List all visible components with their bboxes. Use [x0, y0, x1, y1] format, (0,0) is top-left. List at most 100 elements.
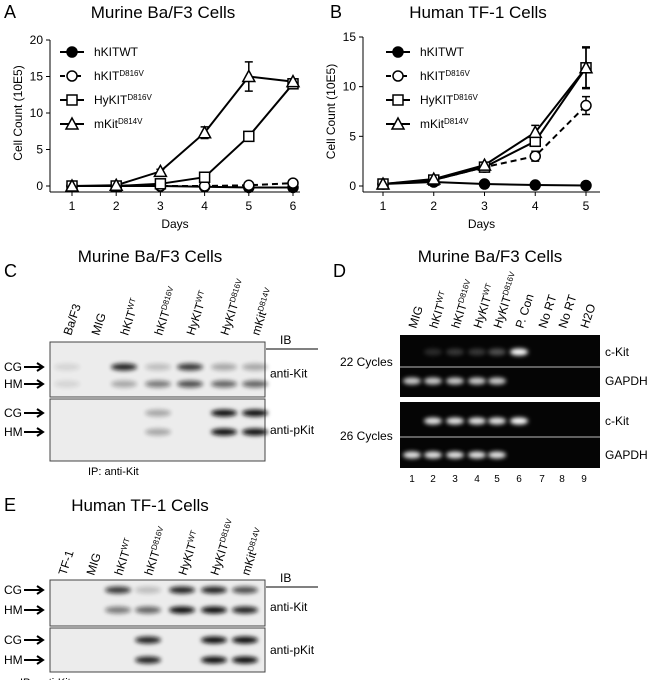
x-tick-label: 5: [583, 199, 590, 213]
marker: [426, 171, 442, 185]
y-axis-label: Cell Count (10E5): [324, 64, 338, 159]
lane-number: 1: [409, 474, 415, 485]
row-label: c-Kit: [605, 345, 630, 359]
legend-label: hKITD816V: [94, 69, 144, 84]
marker: [108, 177, 124, 192]
lane-number: 9: [581, 474, 587, 485]
blot-label: anti-Kit: [270, 367, 308, 381]
band: [177, 363, 203, 371]
y-axis-label: Cell Count (10E5): [11, 65, 25, 160]
marker: [285, 74, 301, 88]
band: [111, 380, 137, 388]
band: [468, 417, 486, 425]
marker: [578, 60, 594, 74]
band: [169, 606, 195, 614]
marker: [529, 179, 541, 191]
band: [446, 377, 464, 385]
x-tick-label: 5: [245, 199, 252, 213]
band: [232, 656, 258, 664]
legend-label: hKITD816V: [420, 69, 470, 84]
lane-number: 8: [559, 474, 565, 485]
y-tick-label: 15: [343, 30, 357, 44]
legend-marker: [64, 116, 80, 130]
arrow: [24, 655, 45, 665]
blot-label: anti-pKit: [270, 643, 315, 657]
band: [232, 636, 258, 644]
lane-number: 7: [539, 474, 545, 485]
band: [201, 656, 227, 664]
band: [177, 380, 203, 388]
lane-number: 3: [452, 474, 458, 485]
lane-label-base: MIG: [406, 304, 426, 330]
legend-marker: [392, 46, 404, 58]
row-label: GAPDH: [605, 374, 648, 388]
lane-label: MIG: [406, 304, 426, 330]
arrow: [24, 635, 45, 645]
band: [446, 451, 464, 459]
legend-label-base: hKITWT: [94, 45, 139, 59]
x-tick-label: 3: [481, 199, 488, 213]
x-tick-label: 1: [69, 199, 76, 213]
marker: [287, 177, 299, 189]
legend-label: mKitD814V: [420, 117, 469, 132]
lane-number: 4: [474, 474, 480, 485]
band-label: CG: [4, 360, 22, 374]
band: [510, 348, 528, 356]
band: [145, 428, 171, 436]
ib-label: IB: [280, 333, 291, 347]
legend-label-base: hKITWT: [420, 45, 465, 59]
band: [468, 348, 486, 356]
ib-label: IB: [280, 571, 291, 585]
band: [54, 363, 80, 371]
cycles-label: 26 Cycles: [340, 429, 393, 443]
band: [468, 377, 486, 385]
marker: [241, 68, 257, 83]
panel-letter: D: [333, 261, 346, 281]
band: [424, 417, 442, 425]
legend-label-sup: D816V: [445, 69, 470, 78]
band: [488, 377, 506, 385]
x-tick-label: 1: [380, 199, 387, 213]
band: [111, 363, 137, 371]
y-tick-label: 5: [349, 129, 356, 143]
lane-label-base: MIG: [84, 551, 104, 577]
lane-number: 2: [430, 474, 436, 485]
marker: [478, 178, 491, 190]
y-tick-label: 15: [30, 70, 44, 84]
band: [201, 586, 227, 594]
legend-label: hKITWT: [420, 45, 465, 59]
band: [211, 428, 237, 436]
blot-frame: [49, 627, 266, 673]
x-tick-label: 4: [532, 199, 539, 213]
band: [488, 348, 506, 356]
band: [145, 380, 171, 388]
cycles-label: 22 Cycles: [340, 355, 393, 369]
band: [446, 348, 464, 356]
band-label: HM: [4, 377, 23, 391]
gel: [400, 335, 600, 397]
band: [201, 636, 227, 644]
band: [232, 586, 258, 594]
y-tick-label: 0: [349, 179, 356, 193]
lane-number: 5: [494, 474, 500, 485]
band: [424, 451, 442, 459]
legend-label-base: HyKIT: [94, 93, 128, 107]
band-label: CG: [4, 633, 22, 647]
band: [242, 409, 268, 417]
legend-label: HyKITD816V: [94, 93, 152, 108]
band: [135, 636, 161, 644]
legend-label: mKitD814V: [94, 117, 143, 132]
legend-label-base: hKIT: [94, 69, 120, 83]
legend-marker: [392, 94, 404, 106]
band: [488, 451, 506, 459]
lane-label: MIG: [84, 551, 104, 577]
legend-label-sup: D816V: [453, 93, 478, 102]
band: [211, 409, 237, 417]
legend-marker: [66, 70, 78, 82]
arrow: [24, 585, 45, 595]
panel-letter: E: [4, 495, 16, 515]
blot-label: anti-pKit: [270, 423, 315, 437]
row-label: c-Kit: [605, 414, 630, 428]
legend-marker: [392, 70, 404, 82]
